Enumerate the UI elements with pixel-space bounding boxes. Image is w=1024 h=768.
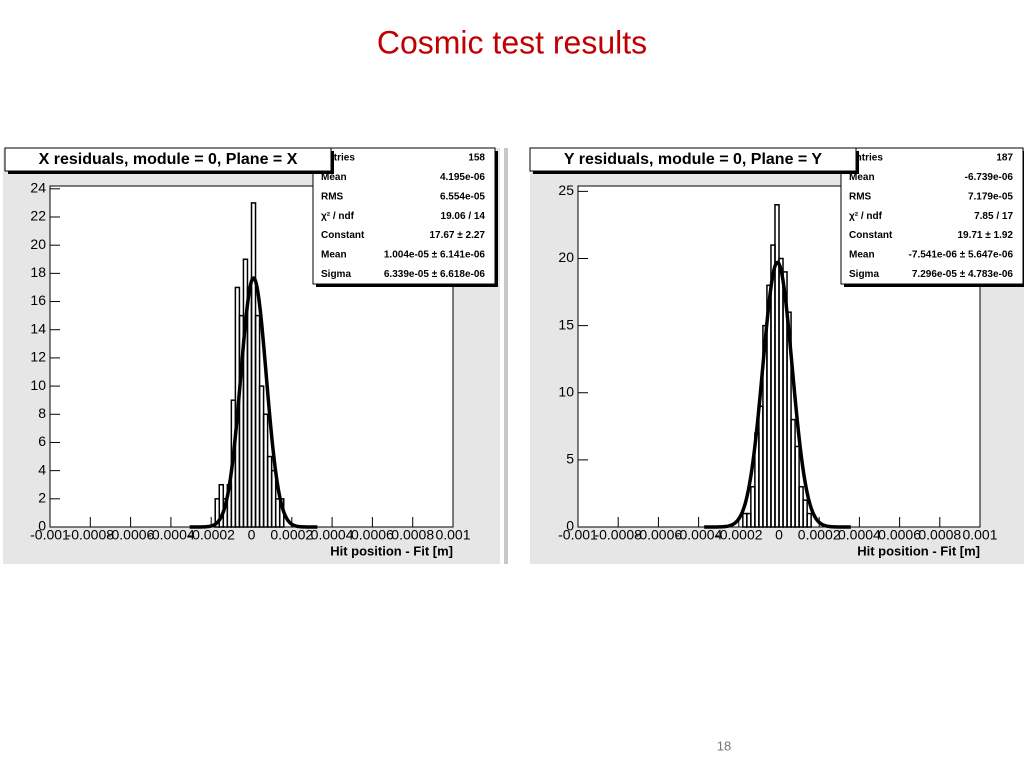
y-tick-label: 16	[30, 292, 46, 308]
title-box	[4, 147, 332, 172]
stats-label: Constant	[849, 230, 893, 241]
stats-label: χ² / ndf	[321, 211, 355, 222]
x-tick-label: -0.0006	[107, 527, 155, 543]
stats-value: 7.85 / 17	[974, 211, 1013, 222]
x-tick-label: 0.001	[435, 527, 470, 543]
x-tick-label: -0.001	[558, 527, 598, 543]
x-tick-label: 0.0008	[918, 527, 961, 543]
stats-value: 6.339e-05 ± 6.618e-06	[384, 269, 486, 280]
x-tick-label: 0.001	[962, 527, 997, 543]
stats-label: Entries	[849, 153, 883, 164]
stats-value: 6.554e-05	[440, 191, 485, 202]
title-box	[529, 147, 857, 172]
y-tick-label: 22	[30, 208, 46, 224]
stats-value: 1.004e-05 ± 6.141e-06	[384, 250, 486, 261]
stats-value: 19.71 ± 1.92	[957, 230, 1013, 241]
x-tick-label: 0.0002	[798, 527, 841, 543]
stats-label: Mean	[849, 172, 875, 183]
stats-value: 7.179e-05	[968, 191, 1013, 202]
stats-label: RMS	[321, 191, 344, 202]
y-tick-label: 0	[38, 518, 46, 534]
chart-title: X residuals, module = 0, Plane = X	[39, 151, 298, 168]
x-tick-label: 0.0004	[311, 527, 354, 543]
stats-value: 4.195e-06	[440, 172, 485, 183]
y-tick-label: 8	[38, 405, 46, 421]
fit-curve	[189, 276, 318, 529]
x-tick-label: 0.0006	[878, 527, 921, 543]
x-tick-label: 0.0008	[391, 527, 434, 543]
y-tick-label: 18	[30, 264, 46, 280]
stats-label: Sigma	[849, 269, 879, 280]
x-tick-label: -0.0008	[67, 527, 115, 543]
stats-label: Mean	[849, 250, 875, 261]
stats-value: 17.67 ± 2.27	[429, 230, 485, 241]
y-tick-label: 4	[38, 461, 46, 477]
stats-value: 7.296e-05 ± 4.783e-06	[912, 269, 1014, 280]
fit-curve	[704, 260, 851, 529]
x-tick-label: -0.0004	[147, 527, 195, 543]
y-tick-label: 25	[558, 182, 574, 198]
x-tick-label: 0.0004	[838, 527, 881, 543]
stats-value: 158	[468, 153, 485, 164]
stats-label: RMS	[849, 191, 872, 202]
y-tick-label: 10	[30, 377, 46, 393]
y-tick-label: 2	[38, 490, 46, 506]
x-tick-label: -0.0008	[594, 527, 642, 543]
x-tick-label: 0	[248, 527, 256, 543]
x-tick-label: -0.0006	[635, 527, 683, 543]
y-tick-label: 5	[566, 451, 574, 467]
stats-value: 19.06 / 14	[441, 211, 486, 222]
chart-title: Y residuals, module = 0, Plane = Y	[564, 151, 823, 168]
stats-box	[840, 147, 1024, 285]
slide-title: Cosmic test results	[377, 24, 647, 60]
y-tick-label: 10	[558, 383, 574, 399]
stats-label: Sigma	[321, 269, 351, 280]
page-number: 18	[717, 738, 731, 753]
divider	[504, 148, 508, 564]
stats-label: Entries	[321, 153, 355, 164]
x-tick-label: 0.0002	[270, 527, 313, 543]
x-tick-label: 0.0006	[351, 527, 394, 543]
y-tick-label: 12	[30, 349, 46, 365]
stats-value: -7.541e-06 ± 5.647e-06	[909, 250, 1014, 261]
stats-label: Mean	[321, 172, 347, 183]
histogram-bar	[806, 512, 812, 528]
stats-box	[312, 147, 496, 285]
x-tick-label: -0.0002	[187, 527, 235, 543]
x-axis-label: Hit position - Fit [m]	[330, 543, 453, 558]
stats-label: Constant	[321, 230, 365, 241]
x-tick-label: -0.0002	[715, 527, 763, 543]
x-axis-label: Hit position - Fit [m]	[857, 543, 980, 558]
stats-label: Mean	[321, 250, 347, 261]
stats-label: χ² / ndf	[849, 211, 883, 222]
y-tick-label: 15	[558, 316, 574, 332]
y-tick-label: 0	[566, 518, 574, 534]
x-tick-label: -0.0004	[675, 527, 723, 543]
y-tick-label: 24	[30, 180, 46, 196]
y-tick-label: 14	[30, 320, 46, 336]
x-tick-label: -0.001	[30, 527, 70, 543]
stats-value: -6.739e-06	[965, 172, 1014, 183]
y-tick-label: 6	[38, 433, 46, 449]
x-tick-label: 0	[775, 527, 783, 543]
stats-value: 187	[996, 153, 1013, 164]
y-tick-label: 20	[30, 236, 46, 252]
y-tick-label: 20	[558, 249, 574, 265]
